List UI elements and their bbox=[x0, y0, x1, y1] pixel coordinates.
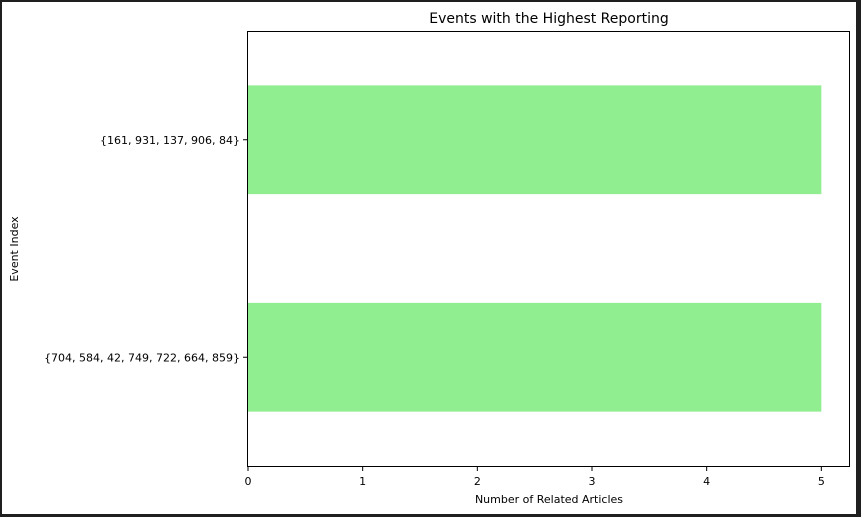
bar-0 bbox=[248, 302, 822, 412]
window-edge-right bbox=[856, 0, 861, 517]
window-edge-top bbox=[0, 0, 861, 2]
x-ticks-group: 0 1 2 3 4 5 bbox=[245, 466, 825, 488]
y-tick-label: {161, 931, 137, 906, 84} bbox=[100, 134, 240, 147]
chart-title: Events with the Highest Reporting bbox=[429, 11, 669, 27]
x-tick-label: 5 bbox=[818, 475, 825, 488]
x-axis-label: Number of Related Articles bbox=[475, 493, 623, 506]
x-tick-label: 2 bbox=[474, 475, 481, 488]
x-tick-label: 3 bbox=[589, 475, 596, 488]
bars-group bbox=[248, 85, 822, 412]
y-ticks-group: {704, 584, 42, 749, 722, 664, 859} {161, … bbox=[44, 134, 248, 364]
y-tick-label: {704, 584, 42, 749, 722, 664, 859} bbox=[44, 351, 240, 364]
window-edge-left bbox=[0, 0, 2, 517]
x-tick-label: 0 bbox=[245, 475, 252, 488]
bar-1 bbox=[248, 85, 822, 195]
y-axis-label: Event Index bbox=[8, 216, 21, 282]
plot-area-frame bbox=[247, 31, 850, 467]
x-tick-label: 1 bbox=[359, 475, 366, 488]
x-tick-label: 4 bbox=[703, 475, 710, 488]
window-edge-bottom bbox=[0, 514, 861, 517]
